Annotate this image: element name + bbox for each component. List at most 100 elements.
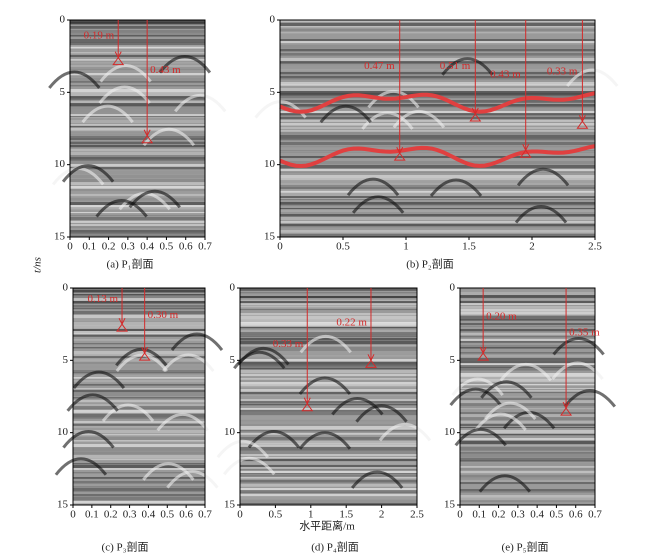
texture xyxy=(367,90,420,109)
texture xyxy=(280,183,595,186)
texture xyxy=(66,393,119,412)
texture xyxy=(156,413,209,432)
x-tick-label: 0.3 xyxy=(121,241,135,253)
texture xyxy=(70,35,205,37)
texture xyxy=(280,72,595,75)
texture xyxy=(240,443,417,447)
x-tick-label: 0.5 xyxy=(336,241,350,253)
texture xyxy=(392,110,446,129)
x-tick-label: 0.2 xyxy=(492,509,506,521)
texture xyxy=(70,75,205,78)
texture xyxy=(460,388,595,390)
texture xyxy=(95,199,148,218)
y-tick-label: 15 xyxy=(224,499,236,511)
texture xyxy=(70,155,205,157)
y-tick-label: 10 xyxy=(54,158,66,170)
texture xyxy=(73,325,205,329)
texture xyxy=(61,164,115,183)
y-tick-label: 5 xyxy=(63,354,69,366)
texture xyxy=(240,454,417,457)
panel-caption: (c) P₃剖面 xyxy=(102,540,149,554)
texture xyxy=(240,370,417,374)
texture xyxy=(350,470,404,489)
texture xyxy=(240,345,417,347)
texture xyxy=(280,198,595,200)
texture xyxy=(240,490,417,493)
plot-frame xyxy=(69,19,206,238)
texture xyxy=(70,45,205,48)
texture xyxy=(73,343,205,345)
texture xyxy=(98,85,151,104)
texture xyxy=(460,381,595,383)
texture xyxy=(70,55,205,58)
texture xyxy=(240,320,417,324)
texture xyxy=(240,426,417,430)
texture xyxy=(73,358,205,362)
texture xyxy=(73,437,205,441)
texture xyxy=(240,288,417,291)
texture xyxy=(460,347,595,349)
texture xyxy=(70,161,205,164)
texture xyxy=(73,484,205,488)
texture xyxy=(70,164,205,167)
texture xyxy=(460,400,595,404)
texture xyxy=(240,389,417,392)
texture xyxy=(460,373,595,377)
texture xyxy=(280,23,595,27)
texture xyxy=(240,494,417,497)
texture xyxy=(280,208,595,210)
target-triangle xyxy=(393,152,406,161)
y-tick-label: 10 xyxy=(264,158,276,170)
x-tick-label: 0.2 xyxy=(102,241,116,253)
texture xyxy=(460,361,595,365)
texture xyxy=(73,490,205,492)
texture xyxy=(72,370,126,390)
texture xyxy=(240,469,417,471)
texture xyxy=(70,42,205,46)
depth-label: 0.33 m xyxy=(547,66,578,78)
texture xyxy=(73,288,205,290)
texture xyxy=(70,22,205,25)
texture xyxy=(73,486,205,488)
y-tick-label: 15 xyxy=(264,231,276,243)
depth-label: 0.19 m xyxy=(84,29,115,41)
texture xyxy=(70,191,205,195)
texture xyxy=(460,408,595,410)
texture xyxy=(240,355,417,357)
texture xyxy=(460,449,595,451)
texture xyxy=(73,442,205,446)
texture xyxy=(280,74,595,77)
texture xyxy=(460,336,595,338)
texture xyxy=(240,465,417,468)
y-tick-label: 0 xyxy=(63,282,69,294)
texture xyxy=(240,303,417,306)
texture xyxy=(70,189,205,193)
texture xyxy=(460,417,595,421)
texture xyxy=(70,39,205,43)
texture xyxy=(73,296,205,299)
texture xyxy=(280,165,595,169)
texture xyxy=(280,58,595,62)
texture xyxy=(70,186,205,189)
texture xyxy=(70,81,205,83)
texture xyxy=(280,100,595,103)
texture xyxy=(240,410,417,412)
texture xyxy=(280,169,595,173)
texture xyxy=(70,103,205,107)
texture xyxy=(460,349,595,353)
texture xyxy=(162,353,215,372)
texture xyxy=(280,196,595,200)
texture xyxy=(516,168,570,187)
depth-label: 0.20 m xyxy=(486,310,517,322)
texture xyxy=(460,454,595,458)
texture xyxy=(240,447,417,451)
x-tick-label: 1.5 xyxy=(462,241,476,253)
target-triangle xyxy=(141,134,154,144)
x-tick-label: 0.3 xyxy=(511,509,525,521)
texture xyxy=(280,132,595,135)
texture xyxy=(240,382,417,386)
texture xyxy=(240,457,417,459)
texture xyxy=(460,430,595,434)
texture xyxy=(460,295,595,298)
texture xyxy=(70,30,205,33)
